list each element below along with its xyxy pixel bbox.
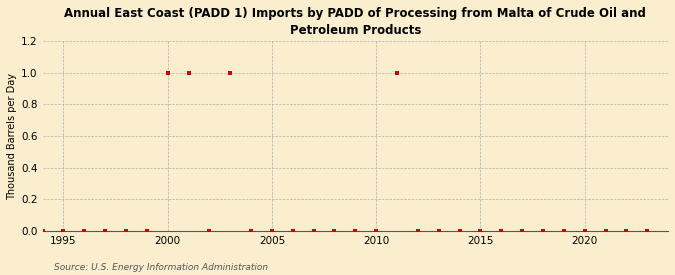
Title: Annual East Coast (PADD 1) Imports by PADD of Processing from Malta of Crude Oil: Annual East Coast (PADD 1) Imports by PA… [64,7,646,37]
Text: Source: U.S. Energy Information Administration: Source: U.S. Energy Information Administ… [54,263,268,272]
Y-axis label: Thousand Barrels per Day: Thousand Barrels per Day [7,73,17,200]
